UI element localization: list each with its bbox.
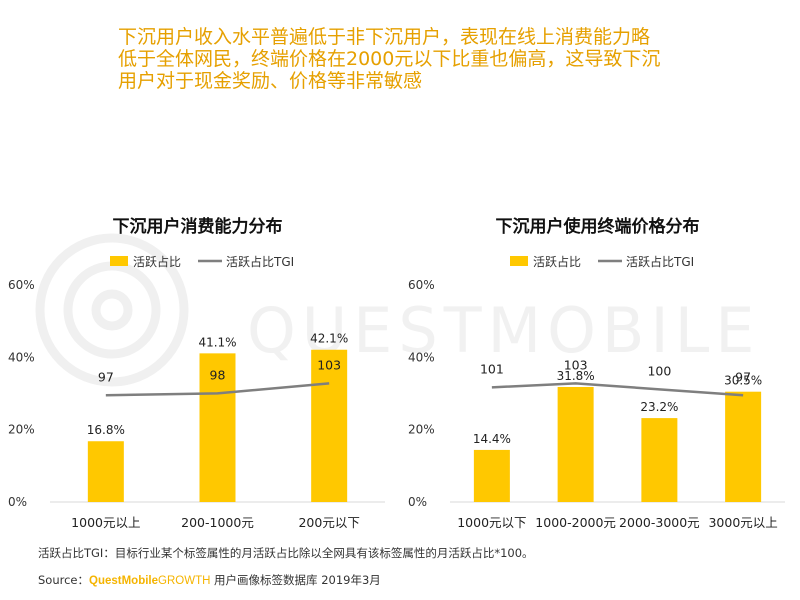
source-rest: 用户画像标签数据库 2019年3月	[210, 573, 381, 587]
headline-line-2: 低于全体网民，终端价格在2000元以下比重也偏高，这导致下沉	[118, 48, 661, 70]
tgi-value-label: 98	[210, 367, 226, 382]
y-tick-label: 0%	[8, 495, 27, 509]
legend-label-line: 活跃占比TGI	[626, 254, 694, 269]
bar	[473, 449, 510, 502]
bar-value-label: 41.1%	[198, 335, 236, 349]
bar	[557, 386, 594, 502]
y-tick-label: 20%	[408, 423, 435, 437]
y-tick-label: 20%	[8, 423, 35, 437]
x-tick-label: 1000-2000元	[535, 515, 616, 530]
chart-title: 下沉用户使用终端价格分布	[496, 216, 700, 237]
y-tick-label: 60%	[8, 278, 35, 292]
bar	[199, 353, 236, 502]
bar-value-label: 31.8%	[557, 369, 595, 383]
y-tick-label: 60%	[408, 278, 435, 292]
legend-label-bar: 活跃占比	[133, 254, 181, 269]
bar	[725, 391, 762, 502]
bar-value-label: 14.4%	[473, 432, 511, 446]
bar	[311, 349, 348, 502]
headline: 下沉用户收入水平普遍低于非下沉用户，表现在线上消费能力略 低于全体网民，终端价格…	[118, 26, 718, 92]
tgi-value-label: 100	[647, 363, 671, 378]
bar	[87, 441, 124, 502]
y-tick-label: 40%	[408, 350, 435, 364]
x-tick-label: 200元以下	[298, 515, 359, 530]
bar-value-label: 23.2%	[640, 400, 678, 414]
tgi-value-label: 97	[735, 369, 751, 384]
bar-value-label: 30.5%	[724, 374, 762, 388]
source-line: Source：QuestMobileGROWTH 用户画像标签数据库 2019年…	[38, 572, 381, 588]
bar	[641, 418, 678, 502]
x-tick-label: 200-1000元	[181, 515, 254, 530]
tgi-value-label: 103	[564, 357, 588, 372]
tgi-line	[105, 382, 330, 397]
source-label: Source：	[38, 573, 89, 587]
tgi-line	[491, 382, 744, 397]
footnote: 活跃占比TGI：目标行业某个标签属性的月活跃占比除以全网具有该标签属性的月活跃占…	[38, 546, 534, 560]
tgi-value-label: 103	[317, 357, 341, 372]
chart-title: 下沉用户消费能力分布	[113, 216, 283, 237]
x-tick-label: 3000元以上	[708, 515, 777, 530]
tgi-value-label: 97	[98, 369, 114, 384]
legend-label-bar: 活跃占比	[533, 254, 581, 269]
x-tick-label: 1000元以下	[457, 515, 526, 530]
x-tick-label: 2000-3000元	[619, 515, 700, 530]
bar-value-label: 16.8%	[87, 423, 125, 437]
source-brand-questmobile: QuestMobile	[89, 575, 159, 587]
x-tick-label: 1000元以上	[71, 515, 140, 530]
legend-swatch-bar	[110, 256, 128, 266]
legend-label-line: 活跃占比TGI	[226, 254, 294, 269]
y-tick-label: 0%	[408, 495, 427, 509]
legend-swatch-bar	[510, 256, 528, 266]
headline-line-1: 下沉用户收入水平普遍低于非下沉用户，表现在线上消费能力略	[118, 26, 651, 48]
bar-value-label: 42.1%	[310, 332, 348, 346]
headline-line-3: 用户对于现金奖励、价格等非常敏感	[118, 70, 423, 92]
y-tick-label: 40%	[8, 350, 35, 364]
source-brand-growth: GROWTH	[158, 575, 211, 587]
tgi-value-label: 101	[480, 361, 504, 376]
